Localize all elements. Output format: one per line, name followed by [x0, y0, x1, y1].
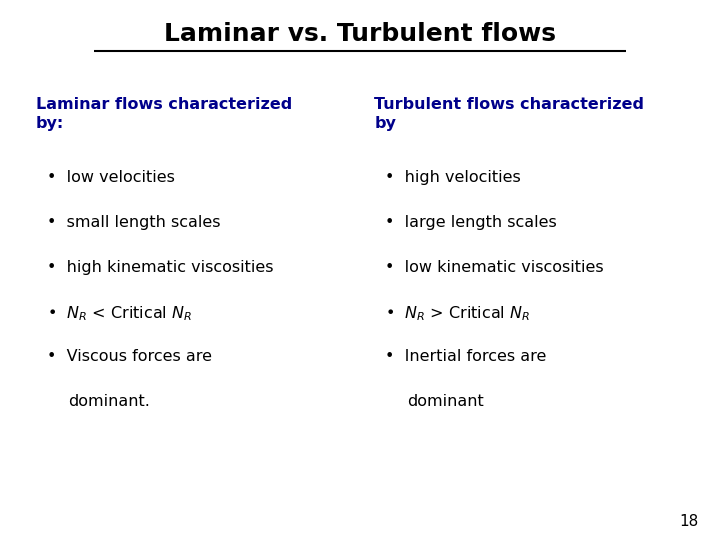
Text: Laminar vs. Turbulent flows: Laminar vs. Turbulent flows [164, 22, 556, 45]
Text: •  high velocities: • high velocities [385, 170, 521, 185]
Text: •  Inertial forces are: • Inertial forces are [385, 349, 546, 364]
Text: 18: 18 [679, 514, 698, 529]
Text: •  $N_R$ > Critical $N_R$: • $N_R$ > Critical $N_R$ [385, 305, 530, 323]
Text: •  small length scales: • small length scales [47, 215, 220, 230]
Text: •  Viscous forces are: • Viscous forces are [47, 349, 212, 364]
Text: •  high kinematic viscosities: • high kinematic viscosities [47, 260, 274, 275]
Text: dominant.: dominant. [68, 394, 150, 409]
Text: •  large length scales: • large length scales [385, 215, 557, 230]
Text: •  low velocities: • low velocities [47, 170, 175, 185]
Text: Turbulent flows characterized
by: Turbulent flows characterized by [374, 97, 644, 131]
Text: •  $N_R$ < Critical $N_R$: • $N_R$ < Critical $N_R$ [47, 305, 192, 323]
Text: dominant: dominant [407, 394, 484, 409]
Text: Laminar flows characterized
by:: Laminar flows characterized by: [36, 97, 292, 131]
Text: •  low kinematic viscosities: • low kinematic viscosities [385, 260, 604, 275]
